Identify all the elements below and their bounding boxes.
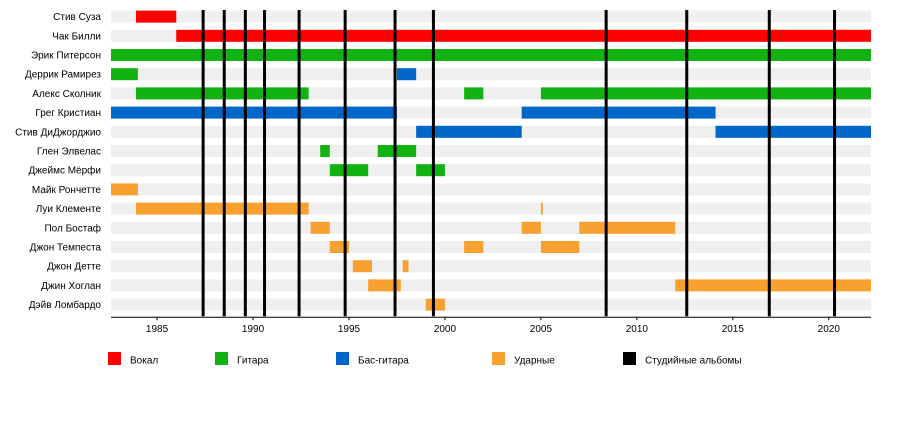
member-name: Джон Детте — [47, 262, 101, 273]
membership-bar-drums — [521, 221, 541, 234]
member-name: Стив ДиДжорджио — [15, 127, 101, 138]
member-name: Джин Хоглан — [41, 281, 101, 292]
row-stripe — [111, 10, 871, 23]
membership-bar-drums — [675, 279, 871, 292]
row-stripe — [111, 68, 871, 81]
membership-bar-drums — [464, 241, 484, 253]
legend-label-vocals: Вокал — [130, 356, 158, 367]
legend-swatch-guitar — [215, 352, 228, 365]
row-stripe — [111, 183, 871, 196]
membership-bar-drums — [310, 221, 330, 234]
album-lines — [201, 10, 837, 317]
member-labels: Стив Суза Чак Билли Эрик Питерсон Деррик Ра… — [15, 12, 101, 311]
membership-bar-guitar — [135, 87, 309, 100]
membership-bar-vocals — [176, 29, 872, 42]
membership-bar-guitar — [377, 145, 417, 157]
legend-swatch-drums — [492, 352, 505, 365]
row-stripe — [111, 221, 871, 234]
legend-swatch-vocals — [108, 352, 121, 365]
row-stripe — [111, 241, 871, 253]
membership-bar-bass — [416, 125, 522, 138]
membership-bars — [111, 10, 872, 311]
membership-bar-bass — [715, 125, 871, 138]
membership-bar-drums — [579, 221, 676, 234]
x-tick-label: 2000 — [434, 324, 457, 335]
membership-bar-drums — [540, 202, 543, 215]
membership-bar-drums — [352, 260, 373, 273]
legend-label-albums: Студийные альбомы — [645, 355, 742, 367]
legend-label-bass: Бас-гитара — [358, 356, 409, 367]
row-stripe — [111, 145, 871, 157]
member-name: Деррик Рамирез — [25, 70, 101, 81]
member-name: Дэйв Ломбардо — [29, 299, 102, 311]
membership-bar-vocals — [135, 10, 177, 23]
membership-bar-guitar — [320, 145, 330, 157]
member-name: Алекс Сколник — [32, 89, 101, 100]
member-name: Чак Билли — [52, 31, 101, 42]
membership-bar-drums — [368, 279, 401, 292]
member-name: Джон Темпеста — [30, 243, 102, 254]
membership-bar-guitar — [111, 49, 871, 61]
row-stripe — [111, 260, 871, 273]
x-tick-label: 1990 — [242, 324, 265, 335]
x-tick-label: 2005 — [530, 324, 553, 335]
membership-bar-bass — [521, 106, 716, 119]
membership-bar-bass — [111, 106, 397, 119]
x-axis: 1985 1990 1995 2000 2005 2010 2015 2020 — [111, 316, 871, 335]
membership-bar-drums — [540, 241, 580, 253]
member-name: Джеймс Мёрфи — [28, 165, 101, 177]
row-stripe — [111, 298, 871, 311]
member-name: Грег Кристиан — [35, 108, 101, 119]
legend-swatch-bass — [336, 352, 349, 365]
membership-bar-guitar — [464, 87, 484, 100]
membership-bar-guitar — [416, 164, 445, 177]
membership-bar-guitar — [540, 87, 871, 100]
x-tick-label: 2010 — [626, 324, 649, 335]
member-name: Стив Суза — [53, 12, 101, 23]
member-name: Эрик Питерсон — [31, 51, 101, 62]
x-tick-label: 2015 — [722, 324, 745, 335]
member-name: Пол Бостаф — [44, 222, 101, 234]
membership-bar-guitar — [329, 164, 369, 177]
x-tick-label: 1995 — [338, 324, 361, 335]
x-tick-label: 1985 — [146, 324, 169, 335]
membership-bar-drums — [402, 260, 409, 273]
membership-bar-drums — [111, 183, 138, 196]
membership-bar-drums — [425, 298, 445, 311]
row-stripe — [111, 164, 871, 177]
x-tick-label: 2020 — [818, 324, 841, 335]
legend-swatch-albums — [623, 352, 636, 365]
legend: Вокал Гитара Бас-гитара Ударные Студийные ал… — [108, 352, 742, 367]
membership-bar-guitar — [111, 68, 138, 81]
legend-label-drums: Ударные — [514, 356, 555, 367]
member-name: Майк Рончетте — [32, 185, 102, 196]
member-name: Глен Элвелас — [37, 147, 101, 158]
membership-bar-bass — [396, 68, 417, 81]
member-name: Луи Клементе — [36, 204, 102, 215]
membership-bar-drums — [135, 202, 309, 215]
legend-label-guitar: Гитара — [237, 356, 269, 367]
row-stripes — [111, 10, 871, 311]
